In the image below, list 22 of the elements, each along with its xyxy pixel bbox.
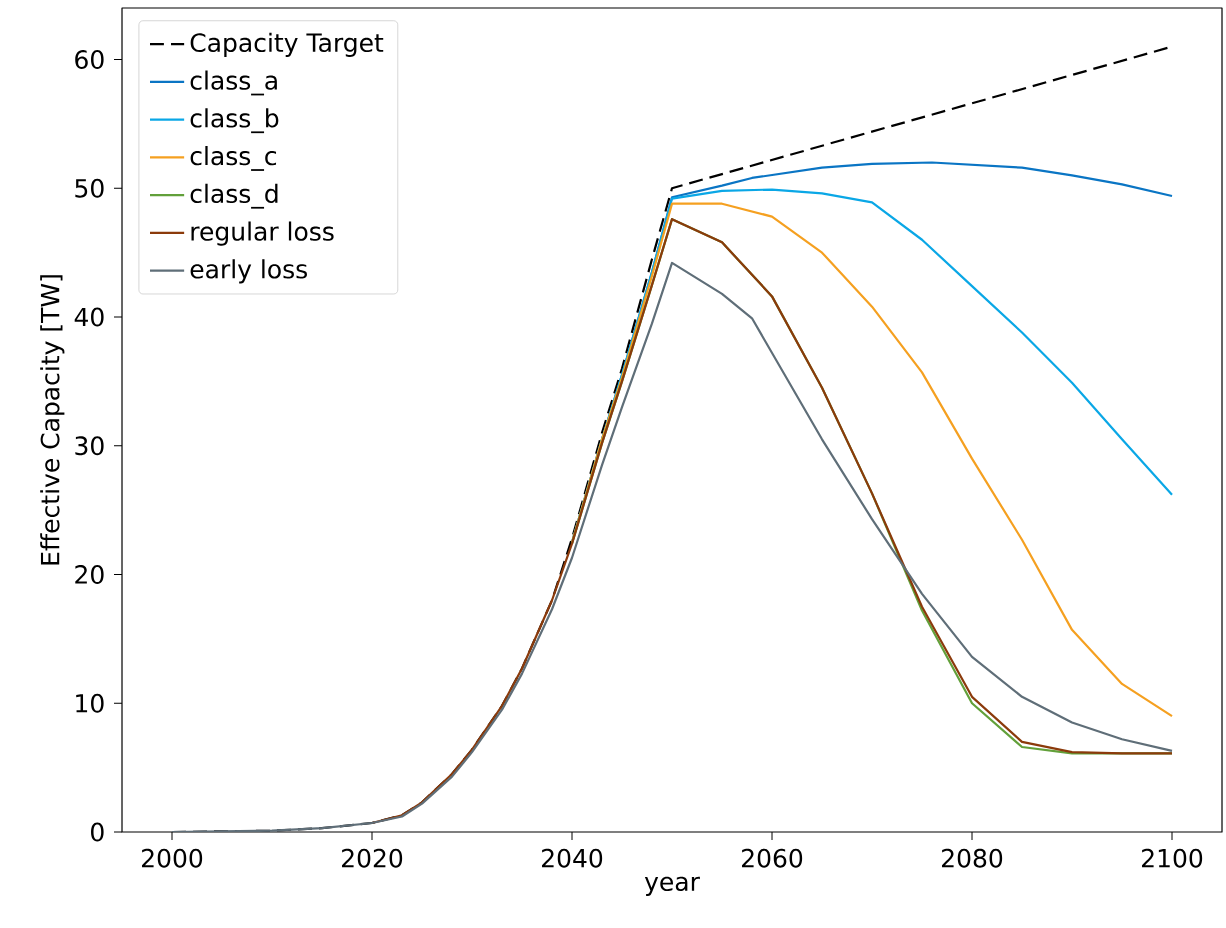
- x-axis-title: year: [644, 876, 700, 896]
- y-tick-label: 30: [75, 436, 104, 456]
- y-tick-label: 40: [74, 307, 104, 327]
- x-tick-label: 2080: [942, 848, 1003, 868]
- legend-label: Capacity Target: [190, 32, 384, 57]
- legend-label: early loss: [190, 259, 307, 284]
- x-tick-label: 2020: [342, 848, 403, 868]
- legend-label: regular loss: [191, 221, 334, 246]
- legend-label: class_d: [190, 183, 278, 209]
- y-tick-label: 60: [75, 50, 104, 69]
- y-tick-label: 50: [75, 178, 104, 198]
- y-tick-label: 10: [76, 693, 104, 713]
- legend-label: class_a: [190, 70, 277, 96]
- legend-label: class_b: [190, 108, 279, 134]
- x-tick-label: 2000: [142, 848, 203, 868]
- y-tick-label: 0: [91, 822, 104, 842]
- y-axis-title: Effective Capacity [TW]: [40, 275, 65, 565]
- y-tick-label: 20: [75, 565, 104, 584]
- legend-label: class_c: [190, 145, 277, 171]
- x-tick-label: 2060: [742, 848, 803, 868]
- x-tick-label: 2040: [542, 848, 603, 868]
- x-tick-label: 2100: [1142, 848, 1203, 868]
